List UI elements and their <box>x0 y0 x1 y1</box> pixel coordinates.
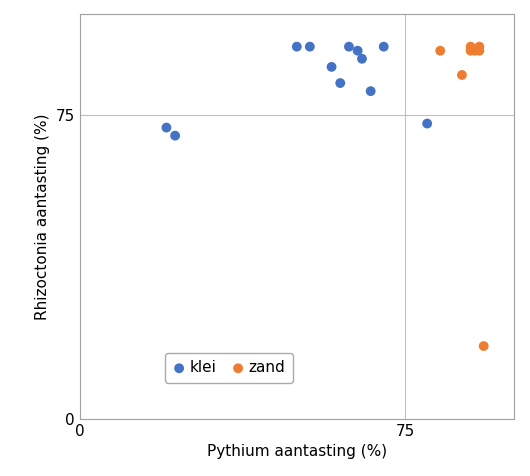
zand <box>436 47 445 55</box>
Legend: klei, zand: klei, zand <box>165 353 293 383</box>
klei <box>336 79 344 87</box>
zand <box>466 47 475 55</box>
Y-axis label: Rhizoctonia aantasting (%): Rhizoctonia aantasting (%) <box>35 113 50 320</box>
X-axis label: Pythium aantasting (%): Pythium aantasting (%) <box>207 444 387 459</box>
zand <box>480 342 488 350</box>
klei <box>306 43 314 50</box>
klei <box>423 120 431 128</box>
zand <box>475 43 483 50</box>
zand <box>471 47 479 55</box>
klei <box>358 55 366 63</box>
klei <box>171 132 179 139</box>
zand <box>458 71 466 79</box>
klei <box>328 63 336 71</box>
zand <box>475 47 483 55</box>
klei <box>293 43 301 50</box>
klei <box>344 43 353 50</box>
zand <box>466 43 475 50</box>
klei <box>354 47 362 55</box>
klei <box>162 124 171 131</box>
klei <box>379 43 388 50</box>
klei <box>366 88 375 95</box>
